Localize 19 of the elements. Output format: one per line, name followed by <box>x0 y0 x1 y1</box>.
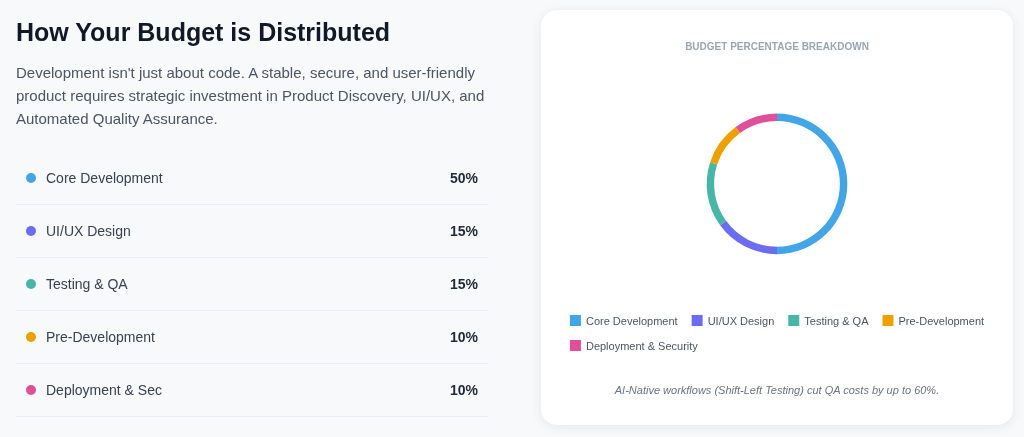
data-label: 15% <box>449 276 478 292</box>
text: Development isn't just about code. A stable, secure, and user-friendly product requires strategic investment in Product Discovery, UI/UX, and Automated Quality Assurance. <box>16 63 486 129</box>
category-label: UI/UX Design <box>46 223 131 239</box>
data-label: 50% <box>449 170 478 186</box>
category-label: Core Development <box>46 170 163 186</box>
data-label: 10% <box>449 329 478 345</box>
category-label: Testing & QA <box>46 276 128 292</box>
legend-label: Core Development <box>585 314 678 327</box>
chart-title: BUDGET PERCENTAGE BREAKDOWN <box>685 40 869 52</box>
text: AI-Native workflows (Shift-Left Testing) cut QA costs by up to 60%. <box>613 384 941 396</box>
text: How Your Budget is Distributed <box>16 18 392 47</box>
legend-label: UI/UX Design <box>707 314 775 327</box>
legend-label: Pre-Development <box>898 314 985 327</box>
category-label: Deployment & Sec <box>46 382 162 398</box>
legend-label: Testing & QA <box>804 314 870 327</box>
legend-label: Deployment & Security <box>585 339 699 352</box>
category-label: Pre-Development <box>46 329 155 345</box>
data-label: 10% <box>449 382 478 398</box>
data-label: 15% <box>449 223 478 239</box>
